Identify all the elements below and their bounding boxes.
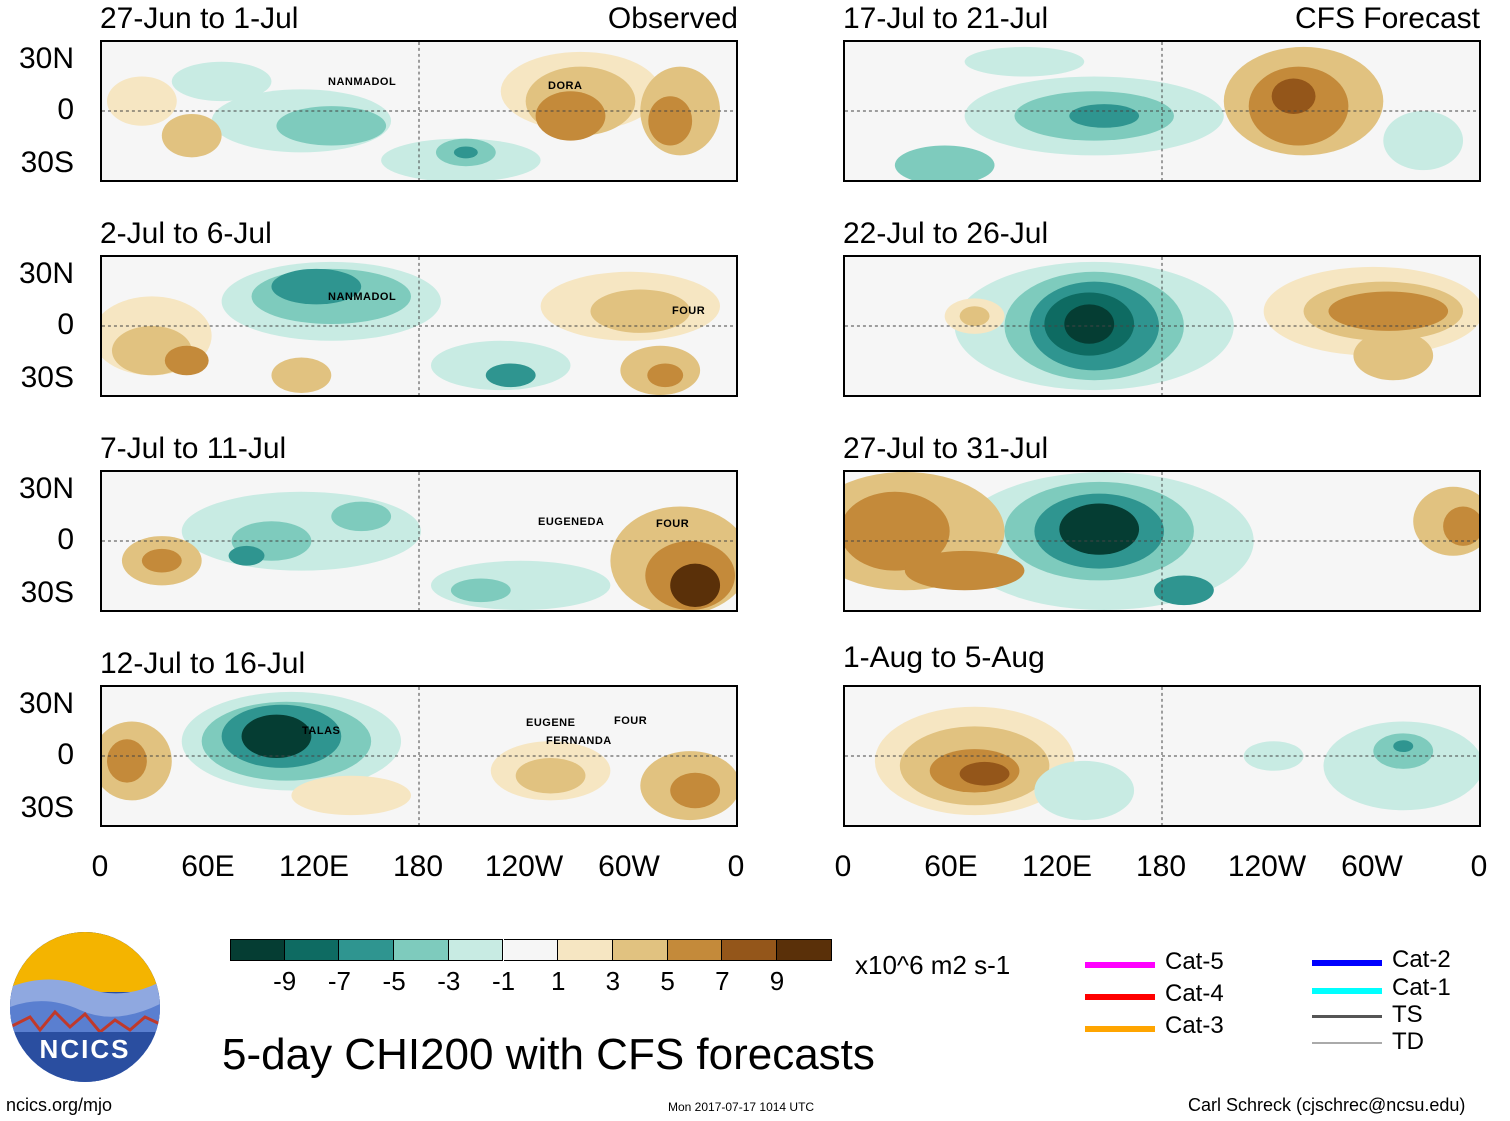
lat-label-30s: 30S (20, 361, 74, 394)
lon-label-left: 0 (91, 850, 109, 883)
legend-line-td (1312, 1042, 1382, 1044)
storm-label: TALAS (302, 725, 341, 737)
colorbar-swatch (558, 939, 613, 961)
colorbar-tick-label: -7 (327, 966, 351, 996)
panel-title-left-1: 27-Jun to 1-Jul (100, 2, 299, 35)
lat-label-eq: 0 (57, 308, 74, 341)
colorbar-swatch (503, 939, 559, 961)
legend-label-ts: TS (1392, 1001, 1423, 1028)
legend-label-cat-2: Cat-2 (1392, 946, 1451, 973)
storm-label: NANMADOL (328, 76, 397, 88)
colorbar-tick-label: 1 (550, 966, 566, 996)
legend-label-cat-5: Cat-5 (1165, 948, 1224, 975)
panel-title-right-1: 17-Jul to 21-Jul (843, 2, 1049, 35)
lat-label-30s: 30S (20, 576, 74, 609)
footer-credit: Carl Schreck (cjschrec@ncsu.edu) (1188, 1095, 1466, 1115)
colorbar-tick-label: -5 (382, 966, 406, 996)
lon-label-right: 120W (1227, 850, 1307, 883)
lon-label-right: 60W (1341, 850, 1403, 883)
storm-label: NANMADOL (328, 291, 397, 303)
colorbar-units: x10^6 m2 s-1 (855, 950, 1011, 980)
legend-line-cat-5 (1085, 962, 1155, 968)
storm-label: FOUR (656, 518, 690, 530)
lon-label-left: 0 (727, 850, 745, 883)
map-panel-right-3 (843, 470, 1481, 612)
lat-label-eq: 0 (57, 93, 74, 126)
storm-label: DORA (548, 80, 583, 92)
panel-title-right-4: 1-Aug to 5-Aug (843, 641, 1045, 674)
colorbar-swatch (667, 939, 723, 961)
colorbar-swatch (339, 939, 395, 961)
logo-text: NCICS (39, 1034, 131, 1064)
colorbar-swatch (394, 939, 449, 961)
colorbar-tick-label: 3 (605, 966, 621, 996)
lat-label-eq: 0 (57, 523, 74, 556)
panel-title-left-2: 2-Jul to 6-Jul (100, 217, 272, 250)
observed-label: Observed (607, 2, 738, 35)
forecast-label: CFS Forecast (1294, 2, 1480, 35)
lat-label-30s: 30S (20, 146, 74, 179)
panel-title-right-2: 22-Jul to 26-Jul (843, 217, 1049, 250)
map-panel-right-2 (843, 255, 1481, 397)
lon-label-right: 0 (1470, 850, 1488, 883)
colorbar-swatch (612, 939, 668, 961)
map-panel-left-3: EUGENEDA FOUR (100, 470, 738, 612)
map-panel-right-1 (843, 40, 1481, 182)
lat-label-eq: 0 (57, 738, 74, 771)
map-panel-left-2: NANMADOL FOUR (100, 255, 738, 397)
legend-line-cat-2 (1312, 960, 1382, 966)
colorbar-swatch (448, 939, 504, 961)
lat-label-30n: 30N (18, 687, 74, 720)
lon-label-left: 60E (181, 850, 235, 883)
lat-label-30n: 30N (18, 472, 74, 505)
lon-label-left: 120W (484, 850, 564, 883)
lat-label-30n: 30N (18, 257, 74, 290)
legend-label-td: TD (1392, 1028, 1424, 1055)
colorbar-tick-label: 7 (715, 966, 730, 996)
legend-label-cat-4: Cat-4 (1165, 980, 1224, 1007)
lon-label-left: 180 (392, 850, 444, 883)
legend-line-cat-4 (1085, 994, 1155, 1000)
legend-line-ts (1312, 1015, 1382, 1018)
panel-title-left-4: 12-Jul to 16-Jul (100, 647, 306, 680)
colorbar-swatch (722, 939, 777, 961)
legend-label-cat-1: Cat-1 (1392, 974, 1451, 1001)
storm-label: EUGENEDA (538, 516, 605, 528)
legend-line-cat-1 (1312, 988, 1382, 994)
panel-title-right-3: 27-Jul to 31-Jul (843, 432, 1049, 465)
colorbar-swatch (777, 939, 832, 961)
storm-label: FOUR (672, 305, 706, 317)
colorbar-swatch (284, 939, 340, 961)
map-panel-right-4 (843, 685, 1481, 827)
colorbar-swatch (230, 939, 285, 961)
lon-label-right: 180 (1135, 850, 1187, 883)
footer-timestamp: Mon 2017-07-17 1014 UTC (668, 1100, 815, 1114)
lon-label-right: 120E (1021, 850, 1093, 883)
colorbar-tick-label: 9 (769, 966, 785, 996)
main-title: 5-day CHI200 with CFS forecasts (222, 1030, 875, 1079)
map-panel-left-1: NANMADOL DORA (100, 40, 738, 182)
legend-label-cat-3: Cat-3 (1165, 1012, 1224, 1039)
lat-label-30n: 30N (18, 42, 74, 75)
storm-label: FERNANDA (546, 735, 612, 747)
colorbar-tick-label: 5 (660, 966, 675, 996)
storm-label: EUGENE (526, 717, 576, 729)
colorbar-tick-label: -1 (491, 966, 516, 996)
ncics-logo: NCICS (10, 932, 160, 1082)
colorbar-tick-label: -3 (437, 966, 461, 996)
lon-label-right: 0 (834, 850, 852, 883)
footer-url[interactable]: ncics.org/mjo (6, 1095, 113, 1115)
map-panel-left-4: TALAS EUGENE FOUR FERNANDA (100, 685, 738, 827)
storm-label: FOUR (614, 715, 648, 727)
panel-title-left-3: 7-Jul to 11-Jul (100, 432, 287, 465)
legend-line-cat-3 (1085, 1026, 1155, 1032)
colorbar-tick-label: -9 (273, 966, 297, 996)
lon-label-left: 120E (278, 850, 350, 883)
lon-label-left: 60W (598, 850, 660, 883)
lon-label-right: 60E (924, 850, 978, 883)
lat-label-30s: 30S (20, 791, 74, 824)
